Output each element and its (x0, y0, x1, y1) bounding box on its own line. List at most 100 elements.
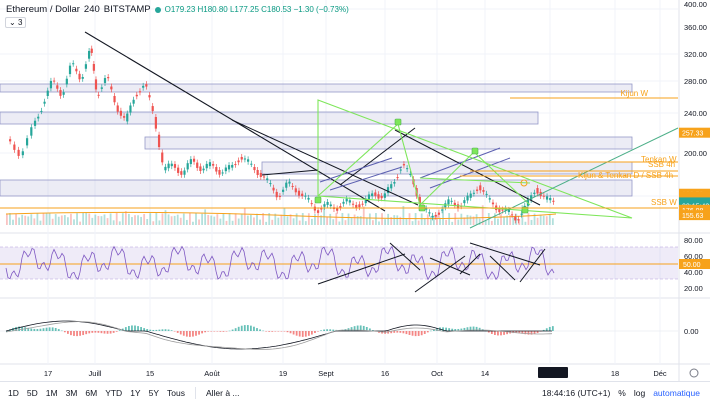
candle-body (94, 79, 98, 90)
candle-body (488, 198, 491, 200)
volume-bar (131, 217, 133, 225)
goto-date-button[interactable]: Aller à ... (205, 387, 240, 398)
tf-6m[interactable]: 6M (85, 387, 98, 398)
rsi-tick-label: 40.00 (684, 268, 703, 277)
volume-bar (445, 219, 447, 225)
volume-bar (137, 215, 139, 225)
candle-body (196, 162, 199, 168)
rsi-trend-line (414, 255, 466, 293)
volume-bar (54, 214, 57, 225)
time-tick-label: 18 (611, 369, 619, 378)
volume-bar (332, 219, 335, 225)
tf-1y[interactable]: 1Y (130, 387, 141, 398)
candle-body (345, 198, 348, 202)
candle-body (431, 215, 434, 218)
symbol-header[interactable]: Ethereum / Dollar 240 BITSTAMP O179.23 H… (6, 4, 349, 15)
candle-body (304, 195, 307, 197)
macd-histogram-bar (67, 331, 69, 334)
candle-body (339, 206, 342, 208)
tf-1m[interactable]: 1M (45, 387, 58, 398)
clock[interactable]: 18:44:16 (UTC+1) (542, 387, 611, 398)
macd-histogram-bar (307, 331, 310, 336)
macd-histogram-bar (268, 331, 271, 332)
price-badge (679, 204, 710, 215)
candle-body (72, 63, 75, 65)
tf-3m[interactable]: 3M (65, 387, 78, 398)
tf-5d[interactable]: 5D (26, 387, 38, 398)
rsi-trend-line (489, 255, 516, 281)
macd-histogram-bar (195, 331, 197, 336)
macd-histogram-bar (396, 331, 399, 333)
volume-bar (207, 214, 210, 225)
volume-bar (179, 217, 182, 225)
volume-bar (375, 213, 377, 225)
macd-histogram-bar (51, 327, 54, 331)
volume-bar (189, 213, 191, 225)
interval[interactable]: 240 (83, 4, 100, 15)
price-tick-label: 240.00 (684, 109, 707, 118)
macd-histogram-bar (445, 327, 447, 331)
candle-body (231, 164, 234, 168)
candle-body (173, 164, 177, 168)
macd-histogram-bar (91, 331, 94, 333)
volume-bar (457, 219, 460, 225)
volume-bar (201, 213, 203, 225)
tf-ytd[interactable]: YTD (105, 387, 123, 398)
macd-histogram-bar (6, 331, 8, 332)
volume-bar (118, 221, 121, 225)
time-tick-label: Août (204, 369, 220, 378)
volume-bar (454, 213, 457, 225)
volume-bar (76, 213, 78, 225)
volume-bar (362, 206, 365, 225)
candle-body (119, 110, 122, 116)
volume-bar (530, 219, 533, 225)
candle-body (37, 116, 40, 119)
time-tick-label: 16 (381, 369, 389, 378)
macd-histogram-bar (48, 327, 51, 331)
macd-histogram-bar (21, 326, 24, 331)
macd-histogram-bar (442, 327, 444, 331)
volume-bar (121, 213, 124, 225)
candle-body (281, 189, 285, 192)
macd-histogram-bar (250, 325, 252, 331)
volume-bar (286, 216, 289, 225)
macd-histogram-bar (408, 331, 411, 335)
candle-body (269, 183, 272, 185)
volume-bar (12, 219, 14, 225)
candle-body (164, 166, 167, 171)
candle-body (151, 106, 154, 112)
macd-histogram-bar (124, 327, 127, 331)
rsi-tick-label: 80.00 (684, 236, 703, 245)
candle-body (472, 192, 476, 194)
volume-bar (323, 207, 325, 225)
volume-bar (63, 215, 66, 225)
candle-body (100, 87, 103, 89)
chart-background (0, 0, 710, 381)
volume-bar (259, 219, 261, 225)
percent-toggle[interactable]: % (618, 387, 626, 398)
channel-line (429, 157, 511, 189)
macd-histogram-bar (478, 327, 481, 331)
tf-1d[interactable]: 1D (8, 387, 19, 398)
tf-5y[interactable]: 5Y (148, 387, 159, 398)
volume-bar (494, 213, 496, 225)
candle-body (380, 196, 383, 199)
channel-line (329, 166, 403, 191)
time-tick-label: Oct (431, 369, 444, 378)
candle-body (297, 190, 301, 196)
indicators-collapse-button[interactable]: ⌄ 3 (5, 17, 27, 28)
candle-body (49, 80, 53, 89)
time-cursor-badge (538, 367, 568, 378)
candle-body (21, 151, 24, 156)
volume-bar (222, 213, 225, 225)
macd-histogram-bar (155, 329, 158, 331)
auto-scale-toggle[interactable]: automatique (653, 387, 700, 398)
volume-bar (158, 220, 161, 225)
candle-body (46, 90, 49, 96)
macd-histogram-bar (521, 331, 524, 334)
candle-body (68, 65, 72, 75)
tf-all[interactable]: Tous (167, 387, 185, 398)
log-toggle[interactable]: log (633, 387, 646, 398)
macd-histogram-bar (128, 325, 130, 331)
